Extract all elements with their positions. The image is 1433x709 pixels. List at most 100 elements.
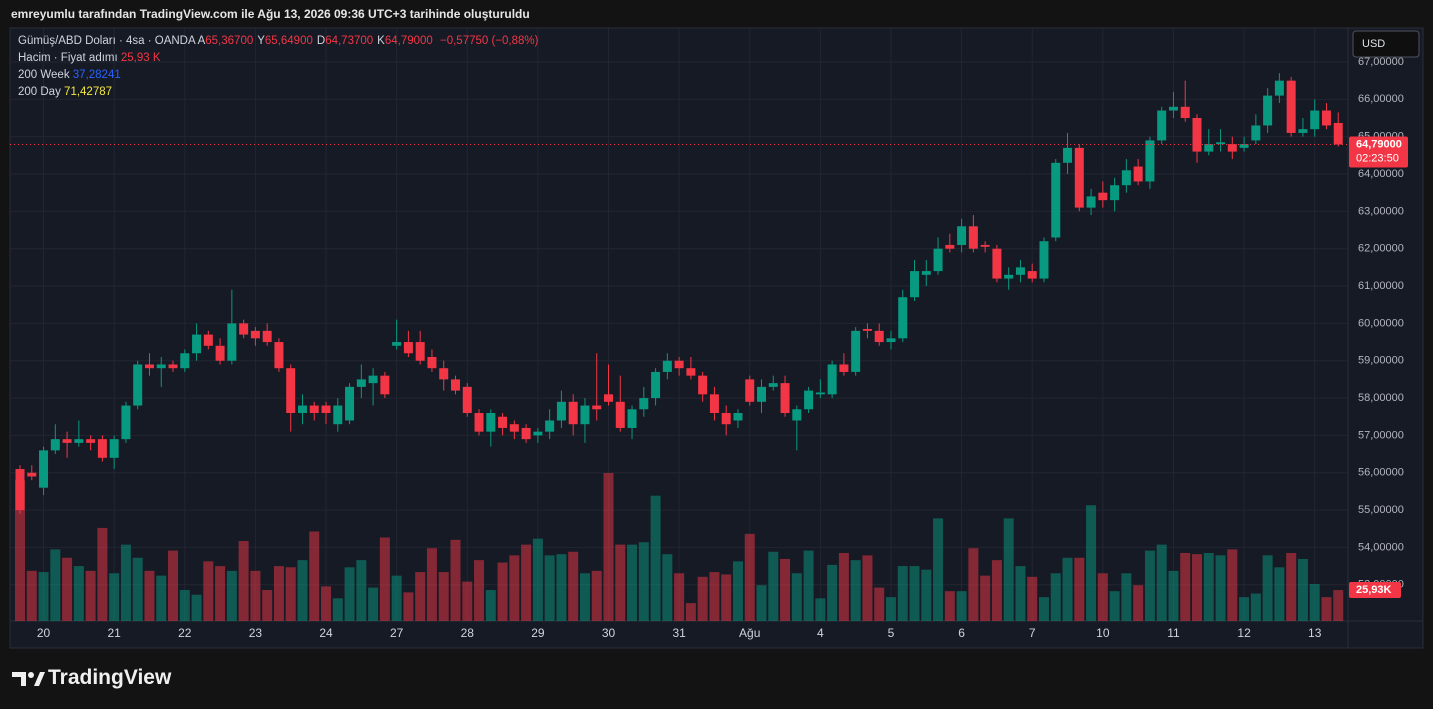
volume-bar [1168,570,1179,621]
candle-body [462,386,472,414]
volume-bar [120,544,131,621]
attribution: emreyumlu tarafından TradingView.com ile… [11,7,530,21]
volume-bar [50,549,61,621]
volume-bar [1227,549,1238,621]
candle-body [780,383,790,414]
candle-body [439,368,449,380]
candle-body [698,375,708,395]
candle-body [1192,117,1202,152]
y-tick-label: 60,00000 [1358,317,1404,329]
volume-bar [474,560,485,621]
candle-body [1321,110,1331,126]
candle-body [1180,106,1190,118]
volume-bar [368,587,379,621]
candle-body [109,439,119,458]
candle-body [297,405,307,414]
volume-bar [638,542,649,621]
volume-bar [321,586,332,621]
candle-body [533,431,543,436]
candle-body [839,364,849,372]
volume-bar [462,581,473,621]
volume-bar [803,550,814,621]
volume-bar [721,574,732,621]
candle-body [1239,144,1249,148]
candle-body [615,401,625,428]
candle-body [1133,166,1143,182]
volume-bar [250,570,261,621]
volume-bar [968,548,979,621]
volume-bar [309,531,320,621]
volume-bar [850,560,861,621]
candle-body [1051,162,1061,238]
candle-body [815,392,825,395]
volume-bar [1297,558,1308,621]
currency: USD [1362,38,1385,50]
volume-bar [697,576,708,621]
candle-body [144,364,154,369]
volume-bar [1133,585,1144,621]
volume-label: 25,93K [1356,584,1392,596]
y-tick-label: 66,00000 [1358,93,1404,105]
volume-bar [191,594,202,621]
volume-bar [285,567,296,621]
candle-body [203,334,213,346]
candle-body [933,248,943,272]
volume-bar [1215,555,1226,621]
volume-bar [73,566,84,621]
x-tick-label: 13 [1308,626,1322,640]
volume-bar [426,548,437,621]
volume-bar [956,591,967,621]
ma-week-legend: 200 Week 37,28241 [18,69,121,81]
x-tick-label: 10 [1096,626,1110,640]
x-tick-label: 31 [672,626,686,640]
volume-name: Hacim · Fiyat adımı [18,52,118,64]
candle-body [604,394,613,402]
ma-day-value: 71,42787 [64,86,113,98]
candle-body [1039,241,1049,279]
logo-icon [12,672,45,686]
candle-body [1227,144,1237,152]
candle-body [757,386,767,402]
candle-body [980,244,990,247]
volume-bar [921,569,932,621]
volume-bar [62,557,73,621]
volume-bar [615,544,626,621]
volume-bar [1121,573,1132,621]
y-tick-label: 54,00000 [1358,541,1404,553]
candle-body [368,375,378,384]
volume-bar [238,541,249,621]
candle-body [639,398,649,410]
candle-body [1086,196,1096,208]
volume-bar [144,570,155,621]
volume-bar [1144,550,1155,621]
candle-body [498,416,508,428]
candle-body [733,413,743,421]
x-tick-label: 12 [1237,626,1251,640]
volume-bar [1015,566,1026,621]
candle-body [192,334,202,354]
volume-bar [26,570,37,621]
candle-body [662,360,672,372]
candle-body [239,323,249,335]
candle-body [627,409,637,428]
last-price-label: 64,79000 [1356,138,1402,150]
volume-bar [1027,576,1038,621]
candle-body [121,405,131,440]
x-tick-label: 30 [602,626,616,640]
volume-bar [815,598,826,621]
y-tick-label: 61,00000 [1358,280,1404,292]
volume-bar [709,572,720,621]
candle-body [592,405,602,410]
candle-body [792,409,802,421]
currency-button[interactable] [1352,30,1420,58]
x-tick-label: 23 [249,626,263,640]
candle-body [957,226,967,245]
volume-bar [556,554,567,621]
candle-body [321,405,331,414]
volume-bar [838,552,849,621]
volume-bar [744,533,755,621]
volume-bar [1003,518,1014,621]
x-tick-label: 5 [888,626,895,640]
candle-body [168,364,178,369]
